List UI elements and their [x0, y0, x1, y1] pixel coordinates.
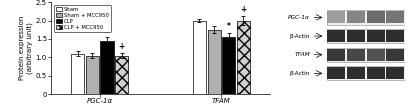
Bar: [386, 49, 404, 61]
Bar: [207, 30, 220, 94]
Bar: [327, 11, 346, 23]
Bar: [347, 49, 365, 61]
Bar: [386, 67, 404, 79]
Bar: [386, 30, 404, 42]
Bar: [193, 21, 206, 94]
Bar: [222, 37, 235, 94]
Bar: [347, 11, 365, 23]
Bar: [115, 56, 128, 94]
Bar: [366, 11, 384, 23]
Bar: [347, 67, 365, 79]
Bar: [327, 48, 405, 62]
Text: β-Actin: β-Actin: [290, 71, 310, 76]
Bar: [366, 67, 384, 79]
Text: TFAM: TFAM: [294, 52, 310, 57]
Text: +: +: [119, 42, 125, 51]
Bar: [71, 54, 84, 94]
Text: β-Actin: β-Actin: [290, 34, 310, 39]
Text: PGC-1α: PGC-1α: [288, 15, 310, 20]
Bar: [327, 10, 405, 25]
Bar: [86, 56, 99, 94]
Bar: [386, 11, 404, 23]
Legend: Sham, Sham + MCC950, CLP, CLP + MCC950: Sham, Sham + MCC950, CLP, CLP + MCC950: [54, 5, 111, 32]
Bar: [347, 30, 365, 42]
Bar: [327, 67, 346, 79]
Text: *: *: [227, 22, 231, 31]
Text: +: +: [240, 5, 246, 14]
Text: #: #: [104, 26, 110, 35]
Bar: [366, 30, 384, 42]
Bar: [101, 41, 114, 94]
Bar: [327, 30, 346, 42]
Bar: [327, 66, 405, 81]
Y-axis label: Protein expression
(arbitrary unit): Protein expression (arbitrary unit): [20, 16, 33, 80]
Bar: [327, 29, 405, 43]
Bar: [237, 21, 250, 94]
Bar: [366, 49, 384, 61]
Bar: [327, 49, 346, 61]
